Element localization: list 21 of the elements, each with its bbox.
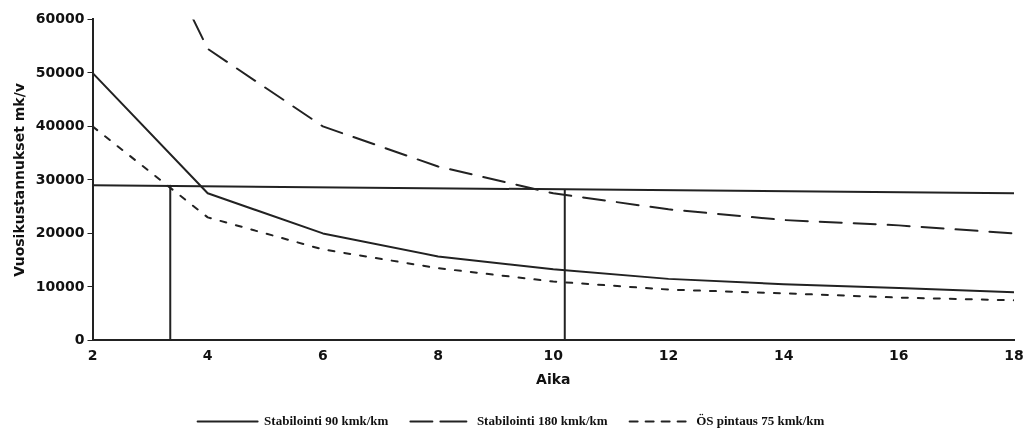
legend-label: ÖS pintaus 75 kmk/km xyxy=(696,412,825,428)
y-tick-label: 60000 xyxy=(35,10,85,27)
y-tick-label: 50000 xyxy=(35,63,85,80)
x-tick-label: 2 xyxy=(87,347,98,364)
y-tick-label: 0 xyxy=(74,331,85,348)
x-tick-label: 16 xyxy=(889,347,909,364)
x-tick-label: 4 xyxy=(202,347,213,364)
y-tick-label: 40000 xyxy=(35,117,85,134)
y-tick-label: 30000 xyxy=(35,170,85,187)
legend-label: Stabilointi 90 kmk/km xyxy=(264,412,389,428)
y-tick-label: 10000 xyxy=(35,277,85,294)
x-tick-label: 14 xyxy=(773,347,794,364)
y-tick-label: 20000 xyxy=(35,224,85,241)
x-tick-label: 18 xyxy=(1004,347,1024,364)
x-axis-title: Aika xyxy=(536,371,571,388)
x-tick-label: 12 xyxy=(658,347,679,364)
x-tick-label: 8 xyxy=(433,347,443,364)
y-axis-title: Vuosikustannukset mk/v xyxy=(11,83,28,277)
x-tick-label: 10 xyxy=(543,347,564,364)
x-tick-label: 6 xyxy=(318,347,328,364)
legend-label: Stabilointi 180 kmk/km xyxy=(476,412,608,428)
